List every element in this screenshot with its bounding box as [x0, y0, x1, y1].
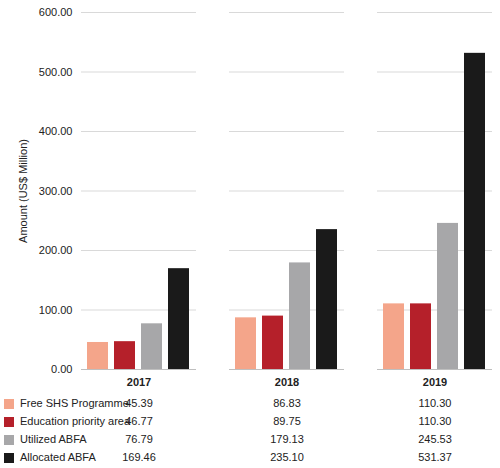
svg-text:200.00: 200.00 [39, 244, 73, 256]
svg-text:400.00: 400.00 [39, 125, 73, 137]
svg-text:2017: 2017 [127, 376, 151, 388]
svg-text:0.00: 0.00 [51, 363, 72, 375]
html-text:89.75: 89.75 [273, 415, 301, 427]
html-text:Utilized ABFA: Utilized ABFA [20, 433, 87, 445]
html-text:Allocated ABFA: Allocated ABFA [20, 451, 96, 463]
html-text:169.46: 169.46 [122, 451, 156, 463]
html-text:45.39: 45.39 [125, 397, 153, 409]
svg-text:600.00: 600.00 [39, 6, 73, 18]
html-text:245.53: 245.53 [418, 433, 452, 445]
html-text:531.37: 531.37 [418, 451, 452, 463]
html-text:46.77: 46.77 [125, 415, 153, 427]
html-text:110.30: 110.30 [418, 397, 452, 409]
svg-text:2018: 2018 [275, 376, 299, 388]
html-text:76.79: 76.79 [125, 433, 153, 445]
svg-text:Amount (US$ Million): Amount (US$ Million) [17, 139, 29, 243]
svg-text:500.00: 500.00 [39, 66, 73, 78]
svg-text:2019: 2019 [423, 376, 447, 388]
html-text:235.10: 235.10 [270, 451, 304, 463]
html-text:86.83: 86.83 [273, 397, 301, 409]
svg-text:100.00: 100.00 [39, 304, 73, 316]
html-text:179.13: 179.13 [270, 433, 304, 445]
html-text:Free SHS Programme: Free SHS Programme [20, 397, 129, 409]
html-text:110.30: 110.30 [418, 415, 452, 427]
svg-text:300.00: 300.00 [39, 185, 73, 197]
html-text:Education priority area: Education priority area [20, 415, 131, 427]
